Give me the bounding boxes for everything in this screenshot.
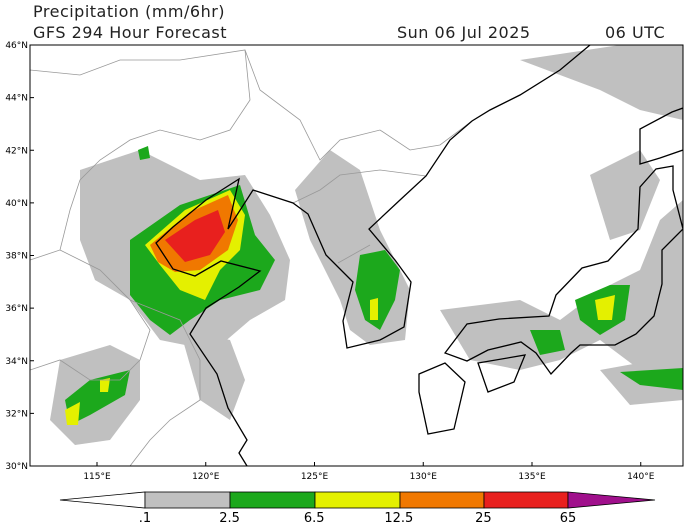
colorbar-bin xyxy=(144,491,231,509)
coastlines xyxy=(155,45,683,466)
colorbar-bin xyxy=(399,491,485,509)
lat-label: 38°N xyxy=(5,252,28,262)
title: Precipitation (mm/6hr) xyxy=(33,2,225,21)
lat-label: 44°N xyxy=(5,94,28,104)
colorbar-bin xyxy=(229,491,316,509)
colorbar-label: 2.5 xyxy=(219,511,240,525)
colorbar xyxy=(59,491,656,509)
colorbar-label: 65 xyxy=(560,511,577,525)
subtitle: GFS 294 Hour Forecast xyxy=(33,23,227,42)
colorbar-label: 25 xyxy=(475,511,492,525)
lat-label: 32°N xyxy=(5,409,28,419)
lon-label: 135°E xyxy=(518,472,546,482)
lat-label: 40°N xyxy=(5,199,28,209)
borders xyxy=(30,49,473,466)
lon-label: 125°E xyxy=(301,472,329,482)
date: Sun 06 Jul 2025 xyxy=(397,23,531,42)
colorbar-high xyxy=(567,491,656,509)
colorbar-bin xyxy=(483,491,569,509)
lat-label: 30°N xyxy=(5,462,28,472)
lon-label: 130°E xyxy=(410,472,438,482)
lat-label: 34°N xyxy=(5,357,28,367)
colorbar-bin xyxy=(314,491,401,509)
lat-label: 46°N xyxy=(5,41,28,51)
colorbar-label: .1 xyxy=(139,511,151,525)
time: 06 UTC xyxy=(605,23,665,42)
lon-label: 120°E xyxy=(192,472,220,482)
colorbar-label: 12.5 xyxy=(384,511,413,525)
colorbar-label: 6.5 xyxy=(304,511,325,525)
lat-label: 36°N xyxy=(5,304,28,314)
lon-label: 115°E xyxy=(83,472,111,482)
lon-label: 140°E xyxy=(627,472,655,482)
precip-extreme xyxy=(165,210,225,262)
map-area xyxy=(30,45,683,466)
colorbar-low xyxy=(59,491,146,509)
lat-label: 42°N xyxy=(5,146,28,156)
